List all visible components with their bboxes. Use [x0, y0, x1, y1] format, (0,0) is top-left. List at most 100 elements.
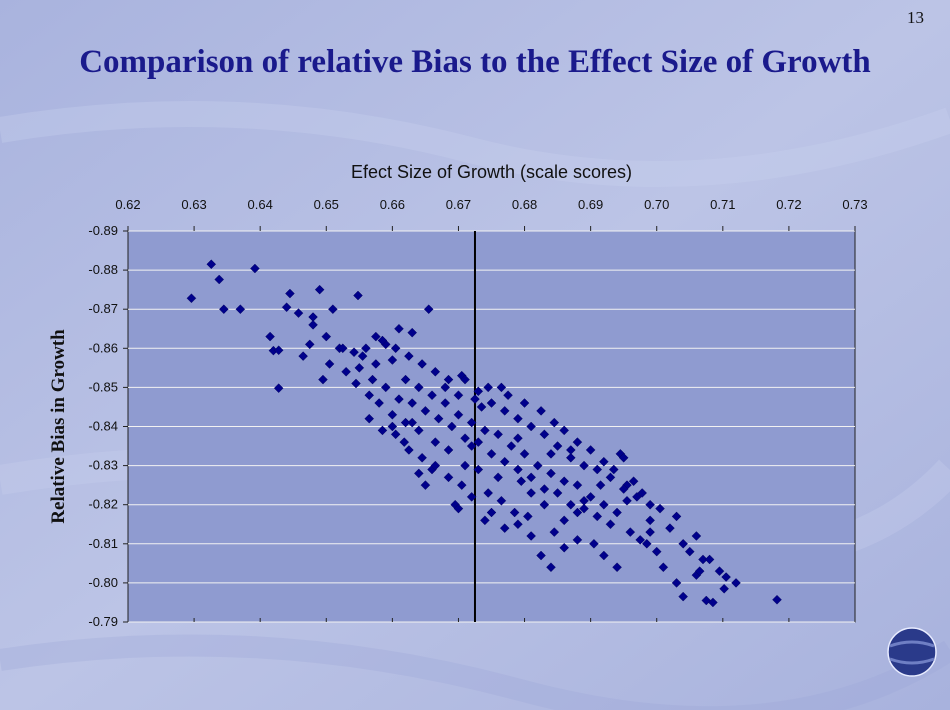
data-point — [324, 359, 335, 369]
data-point — [519, 398, 530, 408]
data-point — [466, 441, 477, 451]
data-point — [618, 484, 629, 494]
data-point — [351, 378, 361, 389]
data-point — [655, 503, 665, 514]
data-point — [772, 594, 782, 605]
data-point — [678, 591, 688, 602]
data-point — [186, 293, 197, 304]
x-tick-label: 0.65 — [314, 197, 339, 212]
data-point — [486, 398, 497, 408]
data-point — [572, 437, 583, 447]
data-point — [585, 445, 596, 455]
data-point — [460, 433, 470, 444]
data-point — [414, 468, 424, 479]
data-point — [281, 302, 292, 313]
data-point — [526, 472, 536, 483]
data-point — [579, 503, 589, 514]
data-point — [308, 320, 318, 330]
x-tick-label: 0.70 — [644, 197, 669, 212]
data-point — [552, 488, 563, 498]
x-tick-label: 0.66 — [380, 197, 405, 212]
data-point — [536, 406, 546, 416]
data-point — [539, 429, 550, 440]
x-tick-label: 0.64 — [248, 197, 273, 212]
data-point — [219, 304, 229, 314]
data-point — [486, 449, 497, 459]
data-point — [453, 390, 464, 401]
data-point — [579, 460, 589, 471]
data-point — [618, 452, 629, 463]
data-point — [354, 363, 365, 373]
data-point — [447, 421, 457, 432]
data-point — [719, 583, 729, 594]
gridlines — [128, 230, 855, 623]
data-point — [387, 355, 398, 365]
x-tick-label: 0.62 — [115, 197, 140, 212]
data-point — [526, 421, 536, 432]
data-point — [516, 476, 527, 487]
data-point — [349, 347, 359, 357]
data-point — [273, 383, 284, 393]
data-point — [417, 452, 427, 463]
data-point — [599, 456, 609, 467]
data-point — [367, 374, 378, 385]
data-point — [206, 259, 217, 270]
data-point — [546, 562, 556, 573]
data-point — [708, 597, 718, 608]
data-point — [665, 523, 675, 533]
data-point — [678, 539, 688, 549]
data-point — [645, 527, 655, 537]
y-tick-label: -0.81 — [88, 536, 118, 551]
data-point — [387, 421, 398, 432]
data-point — [440, 398, 451, 408]
data-point — [480, 515, 490, 526]
data-point — [721, 572, 731, 582]
data-point — [321, 331, 332, 342]
data-point — [566, 499, 576, 510]
data-point — [559, 542, 569, 553]
data-point — [483, 488, 493, 498]
data-point — [506, 441, 517, 451]
data-point — [698, 554, 708, 565]
data-point — [470, 394, 480, 404]
data-point — [318, 374, 328, 385]
data-point — [476, 402, 487, 412]
data-point — [414, 382, 424, 393]
y-tick-label: -0.82 — [88, 497, 118, 512]
data-point — [691, 531, 702, 541]
data-point — [407, 327, 417, 338]
x-axis-label: Efect Size of Growth (scale scores) — [351, 162, 632, 182]
data-point — [526, 488, 536, 498]
data-point — [572, 535, 583, 545]
data-point — [526, 531, 536, 541]
data-point — [380, 382, 391, 393]
data-point — [293, 308, 304, 318]
data-point — [374, 398, 384, 408]
data-point — [632, 492, 642, 502]
data-point — [552, 441, 563, 451]
data-point — [559, 515, 569, 526]
data-point — [453, 409, 464, 420]
data-point — [473, 464, 484, 475]
data-point — [235, 304, 246, 314]
data-point — [423, 304, 434, 314]
data-point — [407, 398, 417, 408]
y-tick-label: -0.85 — [88, 379, 118, 394]
data-point — [433, 413, 444, 424]
data-point — [599, 499, 609, 510]
data-point — [658, 562, 669, 573]
data-point — [519, 449, 530, 459]
data-point — [473, 437, 484, 447]
data-point — [671, 511, 682, 522]
y-tick-label: -0.86 — [88, 340, 118, 355]
data-point — [628, 476, 639, 487]
data-point — [589, 539, 599, 549]
data-point — [539, 499, 550, 510]
data-point — [483, 382, 493, 393]
data-point — [704, 554, 715, 565]
data-point — [585, 492, 596, 502]
data-point — [371, 331, 381, 342]
data-point — [572, 507, 583, 518]
data-point — [466, 492, 477, 502]
